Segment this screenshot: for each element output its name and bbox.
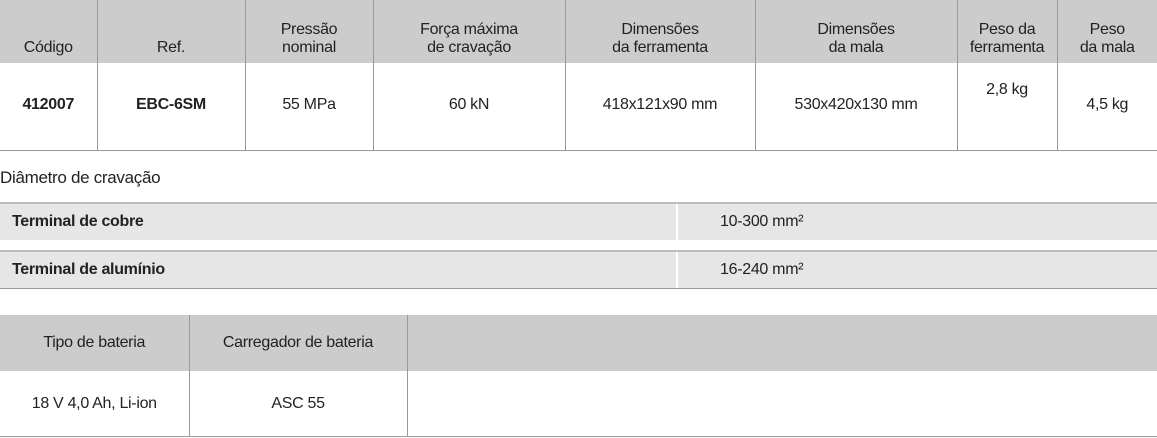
- header-pressao-text: Pressão nominal: [280, 21, 338, 56]
- header-tipo-bateria: Tipo de bateria: [0, 315, 189, 371]
- cell-peso-mala: 4,5 kg: [1056, 63, 1157, 151]
- header-dim-ferramenta-text: Dimensões da ferramenta: [612, 21, 708, 56]
- header-codigo: Código: [0, 0, 97, 63]
- diameter-value: 10-300 mm²: [720, 213, 804, 230]
- diameter-row-aluminio: Terminal de alumínio 16-240 mm²: [0, 250, 1157, 289]
- header-dim-mala-text: Dimensões da mala: [817, 21, 895, 56]
- header-forca: Força máxima de cravação: [372, 0, 565, 63]
- cell-forca: 60 kN: [372, 63, 565, 151]
- cell-peso-ferramenta: 2,8 kg: [956, 63, 1057, 151]
- spec-table: Código Ref. Pressão nominal Força máxima…: [0, 0, 1157, 151]
- table-row: 18 V 4,0 Ah, Li-ion ASC 55: [0, 371, 1157, 437]
- battery-header-row: Tipo de bateria Carregador de bateria: [0, 315, 1157, 371]
- header-peso-ferramenta-text: Peso da ferramenta: [969, 21, 1045, 56]
- battery-table: Tipo de bateria Carregador de bateria 18…: [0, 315, 1157, 437]
- cell-codigo: 412007: [0, 63, 97, 151]
- header-pressao: Pressão nominal: [244, 0, 373, 63]
- diameter-row-cobre: Terminal de cobre 10-300 mm²: [0, 202, 1157, 240]
- diameter-value: 16-240 mm²: [720, 261, 804, 278]
- cell-dim-ferramenta: 418x121x90 mm: [564, 63, 755, 151]
- spec-header-row: Código Ref. Pressão nominal Força máxima…: [0, 0, 1157, 63]
- cell-dim-mala: 530x420x130 mm: [754, 63, 957, 151]
- diameter-name: Terminal de cobre: [0, 204, 678, 240]
- diameter-label: Diâmetro de cravação: [0, 168, 161, 187]
- cell-ref: EBC-6SM: [96, 63, 245, 151]
- header-empty: [406, 315, 1157, 371]
- header-dim-mala: Dimensões da mala: [754, 0, 957, 63]
- header-carregador: Carregador de bateria: [188, 315, 407, 371]
- diameter-name: Terminal de alumínio: [0, 252, 678, 288]
- header-peso-mala: Peso da mala: [1056, 0, 1157, 63]
- cell-empty: [406, 371, 1157, 437]
- table-row: 412007 EBC-6SM 55 MPa 60 kN 418x121x90 m…: [0, 63, 1157, 151]
- header-dim-ferramenta: Dimensões da ferramenta: [564, 0, 755, 63]
- cell-carregador: ASC 55: [188, 371, 407, 437]
- header-peso-ferramenta: Peso da ferramenta: [956, 0, 1057, 63]
- header-ref: Ref.: [96, 0, 245, 63]
- cell-tipo-bateria: 18 V 4,0 Ah, Li-ion: [0, 371, 189, 437]
- header-peso-mala-text: Peso da mala: [1079, 21, 1135, 56]
- header-forca-text: Força máxima de cravação: [420, 21, 518, 56]
- cell-pressao: 55 MPa: [244, 63, 373, 151]
